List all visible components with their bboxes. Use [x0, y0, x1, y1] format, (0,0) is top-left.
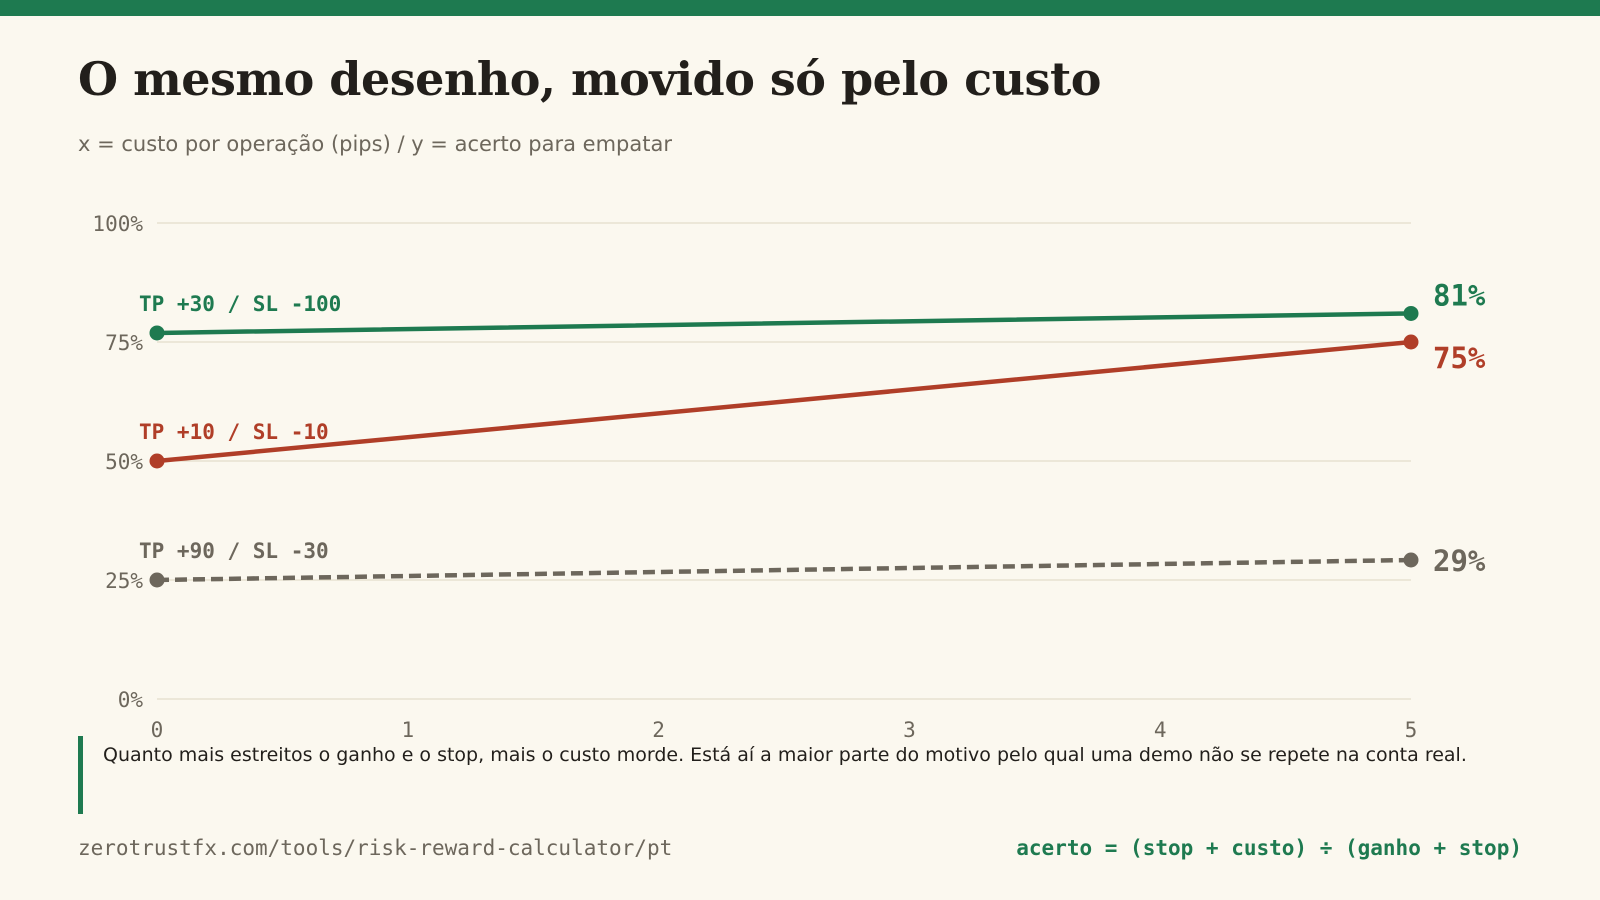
x-tick-label: 5 — [1405, 718, 1418, 742]
series-name-label: TP +10 / SL -10 — [139, 420, 329, 444]
end-value-label: 29% — [1433, 544, 1486, 578]
x-tick-label: 4 — [1154, 718, 1167, 742]
end-value-label: 81% — [1433, 278, 1486, 312]
data-point — [149, 453, 165, 469]
top-accent-bar — [0, 0, 1600, 16]
data-point — [1403, 305, 1419, 321]
y-tick-label: 100% — [92, 212, 143, 236]
series-line — [156, 557, 1412, 583]
page-subtitle: x = custo por operação (pips) / y = acer… — [78, 132, 672, 156]
x-tick-label: 0 — [151, 718, 164, 742]
y-tick-label: 0% — [118, 688, 144, 712]
note-callout: Quanto mais estreitos o ganho e o stop, … — [78, 736, 1483, 814]
note-text: Quanto mais estreitos o ganho e o stop, … — [103, 744, 1467, 766]
data-point — [149, 572, 165, 588]
end-value-label: 75% — [1433, 341, 1486, 375]
page-title: O mesmo desenho, movido só pelo custo — [78, 52, 1101, 106]
data-point — [149, 325, 165, 341]
y-tick-label: 25% — [105, 569, 143, 593]
x-tick-label: 2 — [652, 718, 665, 742]
x-tick-label: 1 — [401, 718, 414, 742]
series-name-label: TP +90 / SL -30 — [139, 539, 329, 563]
footer-url: zerotrustfx.com/tools/risk-reward-calcul… — [78, 836, 673, 860]
series-name-label: TP +30 / SL -100 — [139, 292, 341, 316]
x-tick-label: 3 — [903, 718, 916, 742]
y-tick-label: 75% — [105, 331, 143, 355]
series-line — [154, 311, 1414, 336]
series-line — [154, 339, 1414, 464]
footer-formula: acerto = (stop + custo) ÷ (ganho + stop) — [1016, 836, 1522, 860]
data-point — [1403, 552, 1419, 568]
y-tick-label: 50% — [105, 450, 143, 474]
data-point — [1403, 334, 1419, 350]
